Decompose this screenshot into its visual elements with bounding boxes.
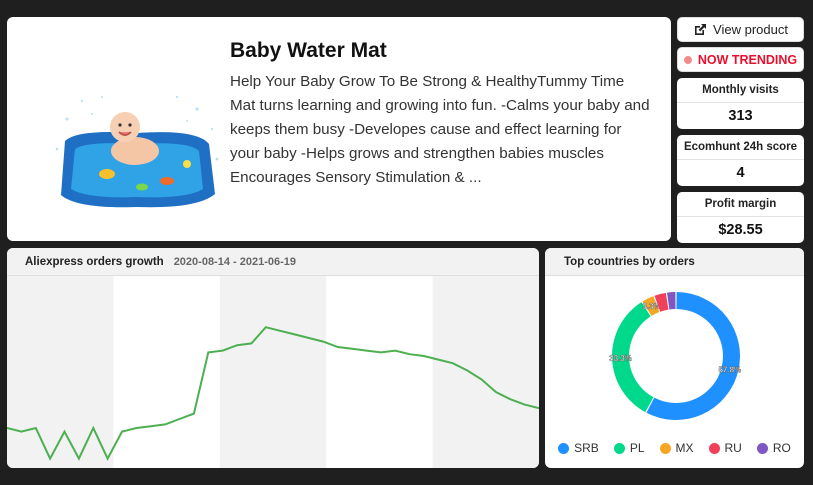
legend-label: MX	[675, 441, 694, 455]
legend-label: RU	[724, 441, 742, 455]
legend-item-srb[interactable]: SRB	[558, 441, 599, 455]
chart-grid-band	[432, 276, 539, 468]
product-card: Baby Water Mat Help Your Baby Grow To Be…	[7, 17, 671, 241]
donut-slice-mx[interactable]	[642, 296, 660, 316]
chart-grid-band	[219, 276, 327, 468]
orders-card-title: Aliexpress orders growth	[25, 255, 164, 268]
legend-dot-icon	[708, 442, 720, 454]
stat-ecomhunt-score: Ecomhunt 24h score 4	[677, 135, 804, 186]
chart-grid-band	[7, 276, 114, 468]
donut-data-label: 3.3%	[642, 302, 660, 311]
donut-data-label: 33.3%	[609, 354, 632, 363]
chart-grid-band	[113, 276, 220, 468]
legend-item-ru[interactable]: RU	[708, 441, 742, 455]
countries-legend: SRB PL MX RU RO	[545, 441, 804, 455]
legend-label: PL	[629, 441, 645, 455]
product-title: Baby Water Mat	[230, 39, 387, 62]
orders-date-range: 2020-08-14 - 2021-06-19	[173, 255, 296, 268]
external-link-icon	[695, 23, 707, 35]
stat-monthly-visits: Monthly visits 313	[677, 78, 804, 129]
legend-label: SRB	[574, 441, 599, 455]
chart-grid-band	[326, 276, 433, 468]
legend-label: RO	[772, 441, 791, 455]
legend-item-mx[interactable]: MX	[659, 441, 694, 455]
top-countries-card: Top countries by orders 57.8% 33.3% 3.3% S…	[545, 248, 804, 468]
stat-label: Profit margin	[677, 192, 804, 217]
stat-label: Monthly visits	[677, 78, 804, 103]
stat-value: $28.55	[718, 222, 763, 238]
orders-line-chart	[7, 276, 539, 468]
countries-card-header: Top countries by orders	[545, 248, 804, 276]
trending-dot-icon	[683, 55, 692, 64]
view-product-button[interactable]: View product	[677, 17, 804, 42]
stat-value: 4	[736, 165, 745, 181]
now-trending-badge: NOW TRENDING	[677, 47, 804, 72]
donut-slice-ru[interactable]	[654, 292, 669, 312]
view-product-label: View product	[713, 22, 788, 37]
countries-card-title: Top countries by orders	[564, 255, 695, 268]
legend-item-pl[interactable]: PL	[613, 441, 645, 455]
orders-growth-card: Aliexpress orders growth 2020-08-14 - 20…	[7, 248, 539, 468]
legend-dot-icon	[756, 442, 768, 454]
baby-water-mat-image	[55, 95, 219, 208]
product-description: Help Your Baby Grow To Be Strong & Healt…	[230, 73, 650, 186]
stat-profit-margin: Profit margin $28.55	[677, 192, 804, 243]
donut-slice-pl[interactable]	[612, 302, 654, 413]
donut-slice-srb[interactable]	[646, 292, 740, 420]
legend-dot-icon	[659, 442, 671, 454]
countries-donut-chart: 57.8% 33.3% 3.3%	[609, 292, 741, 420]
legend-dot-icon	[558, 442, 570, 454]
now-trending-label: NOW TRENDING	[697, 52, 798, 67]
orders-series-line	[7, 326, 539, 461]
orders-card-header: Aliexpress orders growth 2020-08-14 - 20…	[7, 248, 539, 276]
legend-dot-icon	[613, 442, 625, 454]
donut-data-label: 57.8%	[718, 365, 741, 374]
stat-label: Ecomhunt 24h score	[677, 135, 804, 160]
donut-slice-ro[interactable]	[667, 292, 676, 310]
stat-value: 313	[728, 108, 753, 124]
legend-item-ro[interactable]: RO	[756, 441, 791, 455]
